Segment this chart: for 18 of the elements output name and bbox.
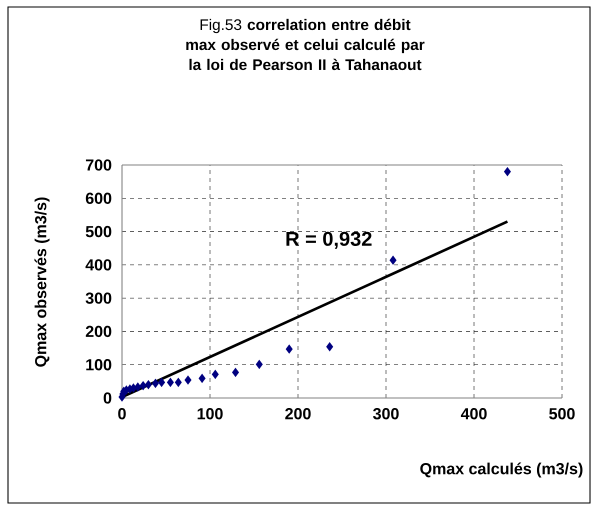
y-tick-label: 100: [86, 359, 112, 370]
y-tick-label: 200: [86, 326, 112, 338]
x-tick-label: 0: [118, 408, 126, 420]
y-tick-label: 0: [104, 392, 112, 404]
annotation: R = 0,932: [286, 232, 372, 249]
x-tick-label: 400: [460, 408, 487, 420]
y-tick-label: 700: [86, 159, 112, 171]
x-tick-label: 300: [373, 408, 399, 420]
chart-title: Fig.53 correlation entre débit max observé et celui calculé par la loi de Pearson II à Tahanaout: [186, 18, 424, 70]
y-tick-label: 300: [86, 292, 112, 304]
x-tick-label: 200: [285, 408, 311, 420]
y-tick-label: 400: [86, 259, 112, 271]
y-axis-title: Qmax observés (m3/s): [34, 197, 50, 367]
x-tick-label: 500: [549, 408, 575, 420]
y-tick-label: 600: [86, 192, 112, 204]
x-axis-title: Qmax calculés (m3/s): [420, 462, 582, 478]
y-tick-label: 500: [86, 226, 112, 238]
x-tick-label: 100: [198, 408, 223, 420]
